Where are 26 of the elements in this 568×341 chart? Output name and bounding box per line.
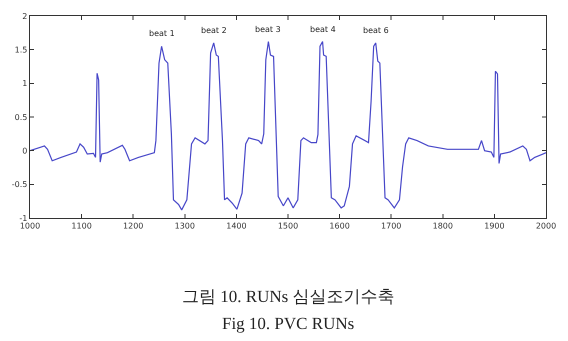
y-tick-label: 1.5 xyxy=(14,45,28,54)
x-tick-label: 1700 xyxy=(381,222,402,231)
x-tick-label: 1600 xyxy=(329,222,350,231)
annotation: beat 4 xyxy=(310,25,336,34)
annotation: beat 2 xyxy=(201,26,227,35)
x-tick-label: 1100 xyxy=(71,222,92,231)
y-tick-label: -0.5 xyxy=(12,180,28,190)
y-tick-label: -1 xyxy=(19,214,28,223)
annotation: beat 6 xyxy=(363,26,389,35)
x-tick-label: 1300 xyxy=(174,222,195,231)
y-tick-label: 2 xyxy=(22,12,28,21)
caption: 그림 10. RUNs 심실조기수축 xyxy=(182,287,395,306)
x-tick-label: 1800 xyxy=(432,222,453,231)
y-tick-label: 0.5 xyxy=(14,112,28,122)
x-tick-label: 1200 xyxy=(123,222,144,231)
x-tick-label: 1000 xyxy=(20,222,40,231)
annotation: beat 3 xyxy=(255,25,281,34)
x-tick-label: 2000 xyxy=(536,222,556,231)
line-series xyxy=(30,40,546,211)
y-tick-label: 0 xyxy=(22,146,28,156)
caption: Fig 10. PVC RUNs xyxy=(222,314,354,333)
x-tick-label: 1900 xyxy=(484,222,505,231)
y-tick-label: 1 xyxy=(22,79,28,88)
x-tick-label: 1400 xyxy=(226,222,247,231)
x-tick-label: 1500 xyxy=(278,222,298,231)
annotation: beat 1 xyxy=(149,29,175,38)
